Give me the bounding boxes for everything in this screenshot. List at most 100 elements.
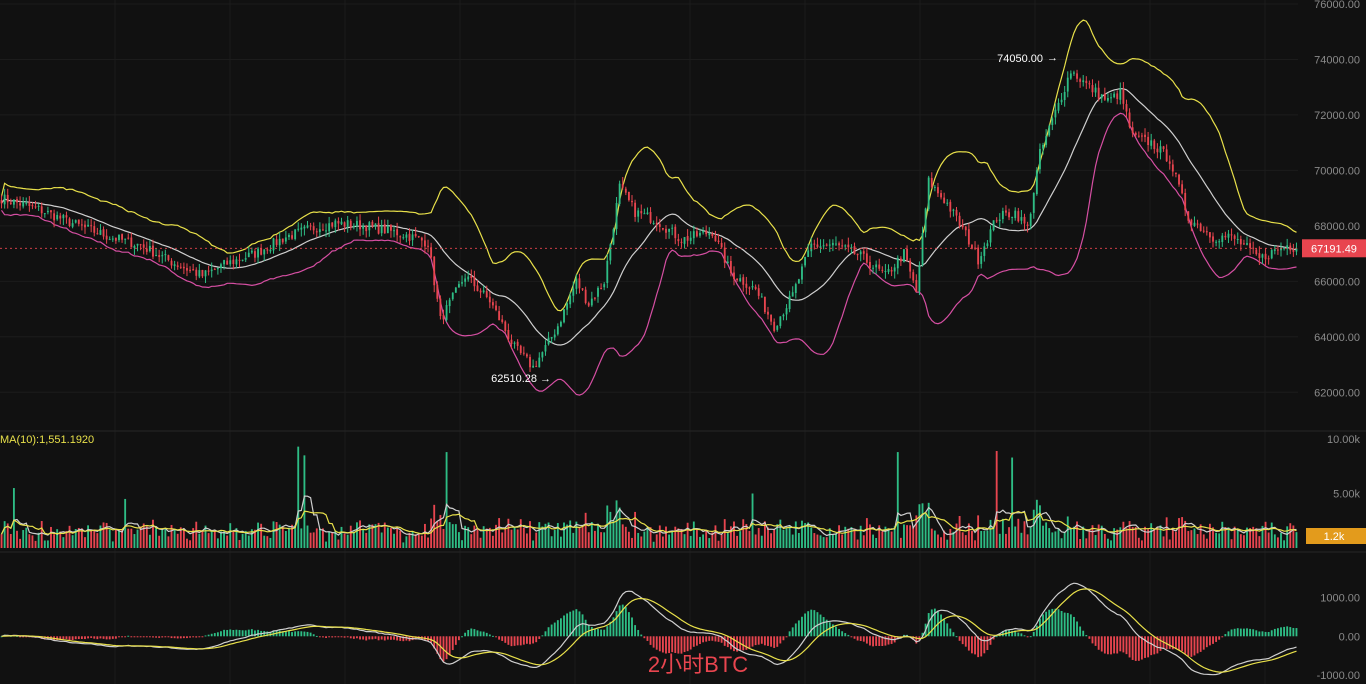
- macd-histogram-bar[interactable]: [955, 636, 958, 638]
- candle[interactable]: [884, 263, 887, 279]
- candle[interactable]: [1042, 142, 1044, 155]
- candle[interactable]: [1221, 232, 1224, 247]
- volume-bar[interactable]: [1212, 527, 1214, 548]
- volume-bar[interactable]: [114, 529, 117, 548]
- macd-histogram-bar[interactable]: [340, 636, 343, 638]
- volume-bar[interactable]: [745, 523, 748, 548]
- macd-histogram-bar[interactable]: [182, 636, 185, 639]
- candle[interactable]: [102, 226, 105, 240]
- candle[interactable]: [525, 352, 528, 359]
- candle[interactable]: [1242, 239, 1245, 246]
- candle[interactable]: [340, 217, 343, 226]
- candle[interactable]: [875, 260, 878, 274]
- volume-bar[interactable]: [924, 512, 927, 548]
- volume-bar[interactable]: [272, 521, 275, 548]
- macd-histogram-bar[interactable]: [309, 632, 312, 637]
- macd-histogram-bar[interactable]: [794, 623, 797, 637]
- volume-bar[interactable]: [186, 538, 188, 548]
- macd-histogram-bar[interactable]: [989, 636, 992, 645]
- candle[interactable]: [1159, 140, 1162, 160]
- volume-bar[interactable]: [133, 534, 136, 548]
- volume-bar[interactable]: [1119, 527, 1122, 548]
- macd-histogram-bar[interactable]: [136, 636, 139, 638]
- candle[interactable]: [300, 223, 303, 237]
- candle[interactable]: [260, 243, 263, 256]
- candle[interactable]: [797, 278, 800, 284]
- volume-bar[interactable]: [782, 529, 785, 548]
- candle[interactable]: [1196, 219, 1199, 229]
- macd-histogram-bar[interactable]: [791, 627, 794, 637]
- macd-histogram-bar[interactable]: [247, 629, 250, 637]
- macd-histogram-bar[interactable]: [763, 636, 766, 646]
- volume-bar[interactable]: [25, 527, 28, 548]
- macd-histogram-bar[interactable]: [1023, 635, 1026, 637]
- macd-histogram-bar[interactable]: [198, 636, 201, 638]
- candle[interactable]: [291, 230, 293, 240]
- volume-bar[interactable]: [801, 520, 803, 548]
- candle[interactable]: [322, 223, 324, 231]
- volume-bar[interactable]: [825, 537, 828, 548]
- volume-bar[interactable]: [1048, 528, 1051, 548]
- macd-histogram-bar[interactable]: [819, 614, 822, 637]
- macd-histogram-bar[interactable]: [742, 636, 745, 651]
- volume-bar[interactable]: [1246, 527, 1248, 548]
- macd-histogram-bar[interactable]: [714, 636, 717, 642]
- macd-histogram-bar[interactable]: [717, 636, 720, 642]
- candle[interactable]: [93, 221, 96, 237]
- volume-bar[interactable]: [368, 524, 371, 548]
- candle[interactable]: [368, 220, 371, 237]
- volume-bar[interactable]: [544, 523, 547, 548]
- candle[interactable]: [498, 306, 501, 321]
- macd-histogram-bar[interactable]: [1202, 636, 1205, 650]
- volume-bar[interactable]: [903, 524, 905, 548]
- volume-bar[interactable]: [665, 526, 667, 548]
- macd-histogram-bar[interactable]: [1122, 636, 1125, 653]
- volume-panel[interactable]: [0, 446, 1298, 548]
- macd-histogram-bar[interactable]: [164, 636, 167, 638]
- candle[interactable]: [1258, 246, 1261, 265]
- macd-histogram-bar[interactable]: [328, 636, 331, 638]
- candle[interactable]: [50, 210, 52, 219]
- volume-bar[interactable]: [145, 526, 148, 548]
- volume-bar[interactable]: [828, 528, 831, 548]
- volume-bar[interactable]: [986, 530, 989, 548]
- macd-histogram-bar[interactable]: [995, 636, 998, 638]
- candle[interactable]: [377, 216, 380, 235]
- macd-histogram-bar[interactable]: [68, 636, 71, 641]
- macd-histogram-bar[interactable]: [1116, 636, 1119, 654]
- candle[interactable]: [541, 351, 544, 362]
- macd-histogram-bar[interactable]: [801, 616, 803, 637]
- candle[interactable]: [1273, 245, 1276, 255]
- candle[interactable]: [838, 241, 840, 251]
- volume-bar[interactable]: [1097, 524, 1100, 548]
- candle[interactable]: [847, 237, 850, 253]
- candle[interactable]: [627, 191, 630, 202]
- candle[interactable]: [1283, 247, 1286, 251]
- macd-histogram-bar[interactable]: [303, 631, 306, 637]
- volume-bar[interactable]: [170, 524, 173, 548]
- volume-bar[interactable]: [597, 523, 599, 548]
- volume-bar[interactable]: [736, 535, 739, 548]
- macd-histogram-bar[interactable]: [1199, 636, 1202, 652]
- volume-bar[interactable]: [1208, 523, 1211, 548]
- macd-histogram-bar[interactable]: [674, 636, 677, 653]
- macd-histogram-bar[interactable]: [884, 636, 887, 646]
- candle[interactable]: [566, 301, 569, 316]
- volume-bar[interactable]: [575, 521, 578, 548]
- macd-histogram-bar[interactable]: [223, 629, 225, 637]
- macd-histogram-bar[interactable]: [155, 636, 157, 638]
- candle[interactable]: [420, 236, 423, 248]
- candle[interactable]: [1156, 143, 1159, 159]
- macd-histogram-bar[interactable]: [977, 636, 980, 658]
- candle[interactable]: [1181, 180, 1184, 195]
- candle[interactable]: [946, 199, 949, 207]
- macd-histogram-bar[interactable]: [1233, 628, 1236, 637]
- macd-histogram-bar[interactable]: [683, 636, 686, 653]
- candle[interactable]: [349, 219, 352, 231]
- candle[interactable]: [801, 263, 803, 284]
- macd-histogram-bar[interactable]: [532, 636, 535, 644]
- macd-histogram-bar[interactable]: [352, 636, 355, 639]
- volume-bar[interactable]: [130, 528, 133, 548]
- macd-histogram-bar[interactable]: [1026, 636, 1029, 638]
- volume-bar[interactable]: [1035, 499, 1038, 548]
